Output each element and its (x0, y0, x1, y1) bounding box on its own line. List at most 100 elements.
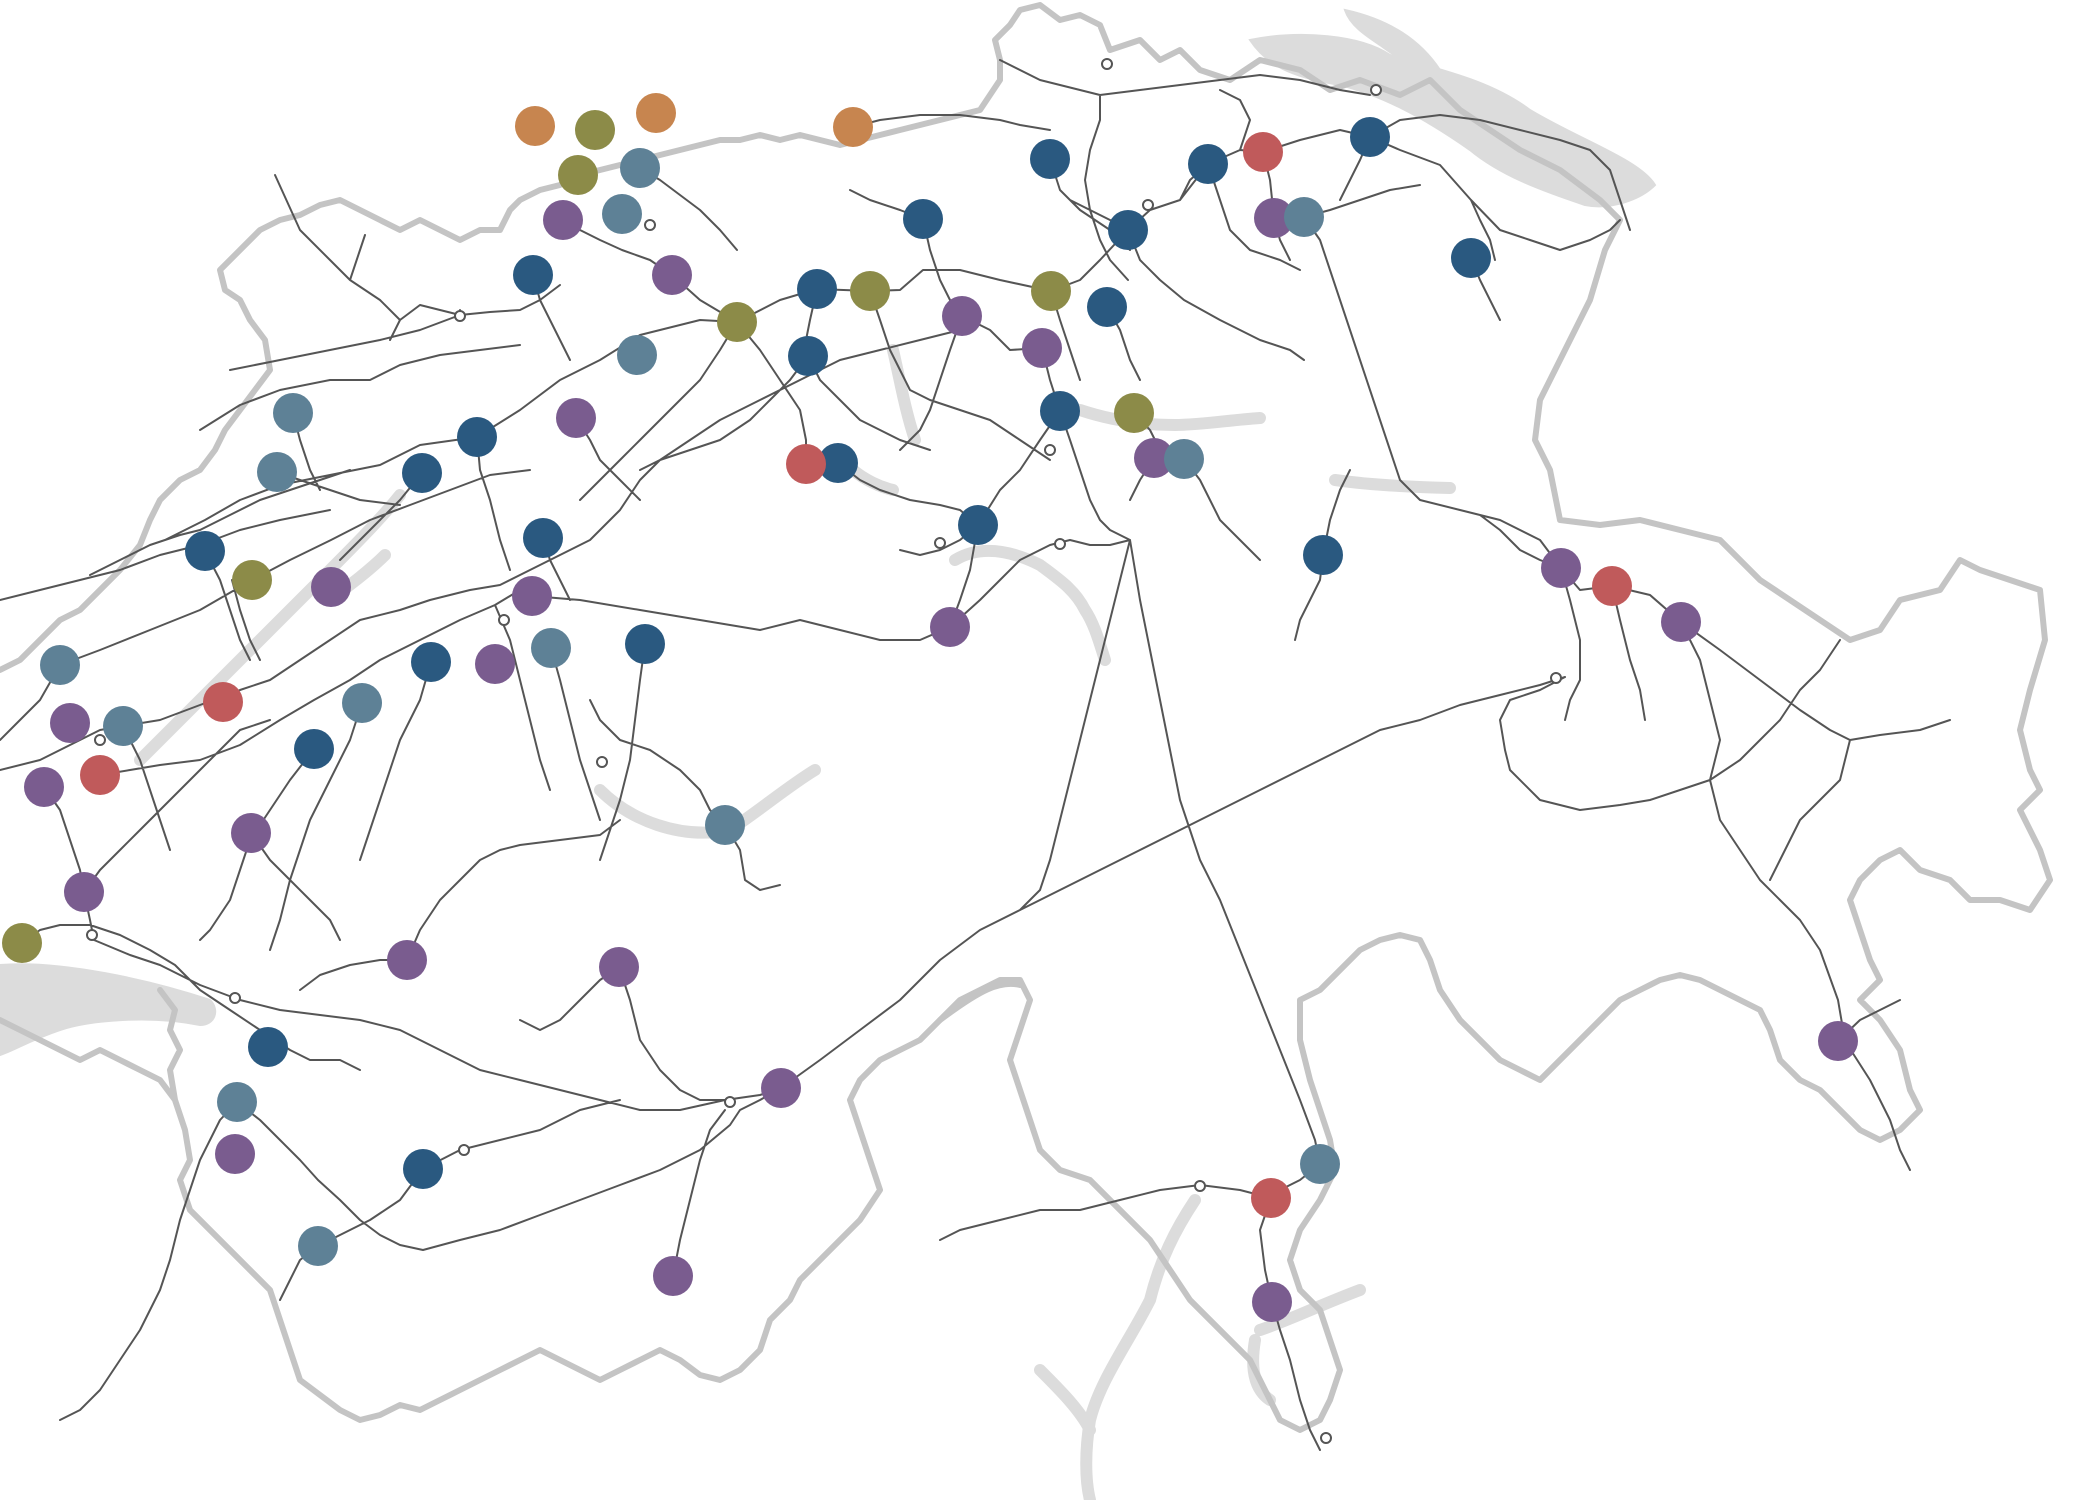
junction-marker (1054, 538, 1066, 550)
station-marker-navy[interactable] (403, 1149, 443, 1189)
station-marker-navy[interactable] (457, 417, 497, 457)
station-marker-purple[interactable] (50, 703, 90, 743)
station-marker-orange[interactable] (833, 107, 873, 147)
station-marker-navy[interactable] (1087, 287, 1127, 327)
station-marker-navy[interactable] (402, 453, 442, 493)
station-marker-slate[interactable] (705, 805, 745, 845)
rail-lines (0, 59, 1951, 1451)
station-marker-purple[interactable] (215, 1134, 255, 1174)
station-marker-olive[interactable] (717, 302, 757, 342)
station-marker-navy[interactable] (1030, 139, 1070, 179)
station-marker-purple[interactable] (1134, 438, 1174, 478)
junction-marker (498, 614, 510, 626)
station-marker-purple[interactable] (1541, 548, 1581, 588)
station-marker-olive[interactable] (1031, 271, 1071, 311)
station-marker-navy[interactable] (1108, 210, 1148, 250)
station-marker-purple[interactable] (475, 644, 515, 684)
station-marker-purple[interactable] (24, 767, 64, 807)
station-marker-slate[interactable] (103, 706, 143, 746)
station-marker-purple[interactable] (556, 398, 596, 438)
station-marker-purple[interactable] (1022, 328, 1062, 368)
junction-marker (86, 929, 98, 941)
lake-sempach (847, 464, 899, 496)
station-marker-navy[interactable] (1303, 535, 1343, 575)
station-marker-red[interactable] (80, 755, 120, 795)
lake-maggiore (1080, 1194, 1201, 1500)
station-marker-orange[interactable] (636, 93, 676, 133)
station-marker-purple[interactable] (1661, 602, 1701, 642)
station-marker-navy[interactable] (248, 1027, 288, 1067)
station-marker-purple[interactable] (387, 940, 427, 980)
station-marker-slate[interactable] (342, 683, 382, 723)
station-marker-slate[interactable] (620, 148, 660, 188)
lake-geneva (0, 963, 217, 1057)
station-marker-navy[interactable] (788, 336, 828, 376)
station-marker-olive[interactable] (558, 155, 598, 195)
station-marker-olive[interactable] (850, 271, 890, 311)
station-marker-orange[interactable] (515, 106, 555, 146)
junction-marker (1550, 672, 1562, 684)
station-marker-navy[interactable] (411, 642, 451, 682)
station-marker-red[interactable] (1243, 132, 1283, 172)
station-marker-purple[interactable] (761, 1068, 801, 1108)
junction-marker (454, 310, 466, 322)
station-marker-slate[interactable] (1284, 197, 1324, 237)
lake-walen (1329, 474, 1456, 494)
station-marker-purple[interactable] (653, 1256, 693, 1296)
station-marker-navy[interactable] (818, 443, 858, 483)
station-marker-navy[interactable] (294, 729, 334, 769)
station-marker-red[interactable] (1592, 566, 1632, 606)
junction-marker (724, 1096, 736, 1108)
station-marker-navy[interactable] (903, 199, 943, 239)
station-marker-red[interactable] (1251, 1178, 1291, 1218)
junction-marker (934, 537, 946, 549)
station-marker-navy[interactable] (1451, 238, 1491, 278)
station-marker-red[interactable] (786, 444, 826, 484)
station-marker-purple[interactable] (942, 296, 982, 336)
station-marker-slate[interactable] (1164, 439, 1204, 479)
station-marker-olive[interactable] (1114, 393, 1154, 433)
lake-zurich (1074, 404, 1266, 431)
junction-marker (1194, 1180, 1206, 1192)
rail-network (0, 59, 1951, 1451)
station-marker-navy[interactable] (1040, 391, 1080, 431)
station-marker-slate[interactable] (1300, 1144, 1340, 1184)
station-marker-purple[interactable] (599, 947, 639, 987)
station-marker-purple[interactable] (512, 576, 552, 616)
station-marker-purple[interactable] (1818, 1021, 1858, 1061)
station-marker-olive[interactable] (575, 110, 615, 150)
station-marker-purple[interactable] (1252, 1282, 1292, 1322)
junction-marker (596, 756, 608, 768)
station-marker-navy[interactable] (1188, 144, 1228, 184)
station-marker-slate[interactable] (298, 1226, 338, 1266)
station-marker-olive[interactable] (232, 560, 272, 600)
station-marker-slate[interactable] (531, 628, 571, 668)
station-marker-slate[interactable] (40, 645, 80, 685)
internal-boundary-ticino (937, 980, 1023, 1023)
lake-lucerne (949, 544, 1111, 666)
station-marker-purple[interactable] (311, 567, 351, 607)
junction-marker (644, 219, 656, 231)
station-marker-slate[interactable] (602, 194, 642, 234)
station-marker-purple[interactable] (930, 607, 970, 647)
station-marker-navy[interactable] (797, 269, 837, 309)
station-marker-navy[interactable] (513, 255, 553, 295)
station-marker-navy[interactable] (523, 518, 563, 558)
station-marker-navy[interactable] (958, 505, 998, 545)
station-marker-olive[interactable] (2, 923, 42, 963)
junction-marker (1320, 1432, 1332, 1444)
station-marker-purple[interactable] (231, 813, 271, 853)
station-marker-purple[interactable] (64, 872, 104, 912)
station-marker-purple[interactable] (1254, 198, 1294, 238)
station-marker-slate[interactable] (257, 452, 297, 492)
station-marker-purple[interactable] (543, 200, 583, 240)
station-marker-red[interactable] (203, 682, 243, 722)
junctions-layer (86, 58, 1562, 1444)
station-marker-slate[interactable] (617, 335, 657, 375)
station-marker-slate[interactable] (273, 393, 313, 433)
station-marker-navy[interactable] (1350, 117, 1390, 157)
station-marker-navy[interactable] (185, 531, 225, 571)
station-marker-purple[interactable] (652, 255, 692, 295)
station-marker-navy[interactable] (625, 624, 665, 664)
station-marker-slate[interactable] (217, 1082, 257, 1122)
